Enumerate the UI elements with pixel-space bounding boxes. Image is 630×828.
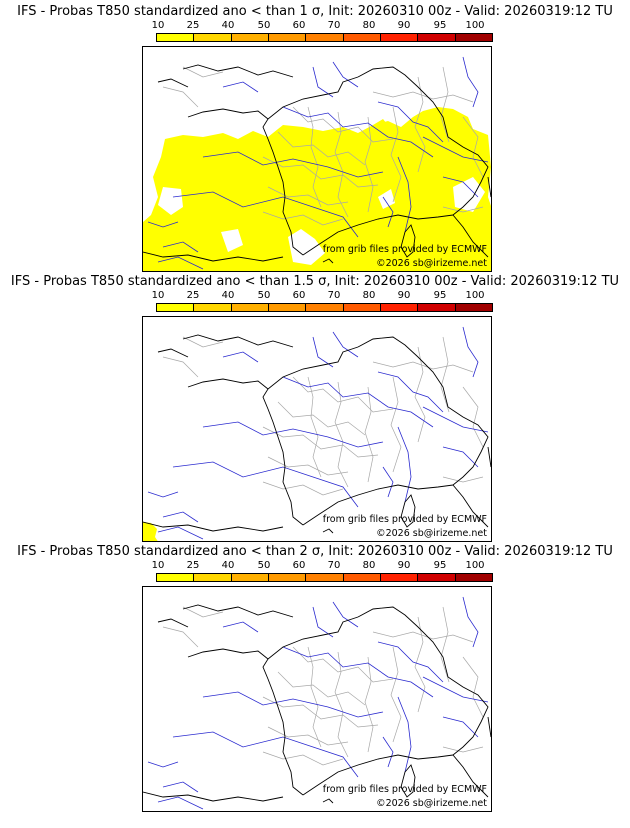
colorbar-segment — [231, 34, 269, 41]
colorbar-segment — [380, 34, 419, 41]
tick-label: 100 — [465, 290, 485, 301]
tick-label: 80 — [362, 290, 376, 301]
colorbar-segment — [268, 34, 307, 41]
tick-label: 25 — [186, 20, 200, 31]
colorbar-segment — [380, 304, 419, 311]
source-credit: from grib files provided by ECMWF — [322, 514, 487, 525]
tick-label: 60 — [292, 20, 306, 31]
colorbar-segment — [418, 304, 456, 311]
probability-area — [373, 119, 398, 141]
tick-label: 40 — [221, 290, 235, 301]
colorbar-segment — [455, 34, 492, 41]
colorbar-ticks: 10 25 40 50 60 70 80 90 95 100 — [0, 20, 630, 32]
colorbar-segment — [343, 574, 381, 581]
tick-label: 10 — [151, 290, 165, 301]
colorbar-segment — [157, 34, 195, 41]
tick-label: 90 — [397, 20, 411, 31]
colorbar-segment — [306, 34, 344, 41]
source-credit: from grib files provided by ECMWF — [322, 784, 487, 795]
colorbar-segment — [380, 574, 419, 581]
tick-label: 90 — [397, 290, 411, 301]
gap-area — [158, 187, 183, 215]
colorbar-segment — [343, 304, 381, 311]
source-credit: from grib files provided by ECMWF — [322, 244, 487, 255]
colorbar-segment — [268, 574, 307, 581]
panel-title: IFS - Probas T850 standardized ano < tha… — [17, 4, 613, 19]
probability-map: from grib files provided by ECMWF ©2026 … — [142, 46, 492, 272]
tick-label: 40 — [221, 560, 235, 571]
probability-map: from grib files provided by ECMWF ©2026 … — [142, 316, 492, 542]
colorbar-ticks: 10 25 40 50 60 70 80 90 95 100 — [0, 290, 630, 302]
tick-label: 50 — [257, 20, 271, 31]
tick-label: 10 — [151, 20, 165, 31]
tick-label: 100 — [465, 20, 485, 31]
probability-colorbar — [156, 303, 493, 312]
tick-label: 95 — [433, 560, 447, 571]
colorbar-segment — [157, 304, 195, 311]
tick-label: 70 — [327, 290, 341, 301]
colorbar-segment — [306, 574, 344, 581]
map-svg — [143, 326, 491, 541]
tick-label: 100 — [465, 560, 485, 571]
colorbar-segment — [231, 304, 269, 311]
copyright-credit: ©2026 sb@irizeme.net — [376, 258, 487, 269]
probability-area — [231, 165, 255, 207]
colorbar-segment — [157, 574, 195, 581]
probability-area — [143, 107, 491, 271]
panel-title: IFS - Probas T850 standardized ano < tha… — [17, 544, 613, 559]
tick-label: 60 — [292, 290, 306, 301]
colorbar-segment — [455, 574, 492, 581]
tick-label: 70 — [327, 20, 341, 31]
colorbar-segment — [455, 304, 492, 311]
probability-map: from grib files provided by ECMWF ©2026 … — [142, 586, 492, 812]
colorbar-segment — [194, 304, 232, 311]
tick-label: 40 — [221, 20, 235, 31]
gap-area — [221, 229, 243, 252]
gap-area — [453, 177, 485, 212]
colorbar-segment — [418, 34, 456, 41]
panel-title: IFS - Probas T850 standardized ano < tha… — [10, 274, 620, 289]
tick-label: 25 — [186, 560, 200, 571]
gap-area — [288, 229, 325, 265]
tick-label: 80 — [362, 20, 376, 31]
forecast-panel-1: IFS - Probas T850 standardized ano < tha… — [0, 0, 630, 272]
tick-label: 95 — [433, 20, 447, 31]
colorbar-segment — [194, 34, 232, 41]
tick-label: 50 — [257, 560, 271, 571]
probability-colorbar — [156, 573, 493, 582]
forecast-panel-2: IFS - Probas T850 standardized ano < tha… — [0, 270, 630, 542]
tick-label: 60 — [292, 560, 306, 571]
tick-label: 10 — [151, 560, 165, 571]
probability-area — [143, 522, 158, 541]
tick-label: 70 — [327, 560, 341, 571]
tick-label: 95 — [433, 290, 447, 301]
colorbar-ticks: 10 25 40 50 60 70 80 90 95 100 — [0, 560, 630, 572]
colorbar-segment — [343, 34, 381, 41]
probability-colorbar — [156, 33, 493, 42]
copyright-credit: ©2026 sb@irizeme.net — [376, 798, 487, 809]
tick-label: 25 — [186, 290, 200, 301]
tick-label: 50 — [257, 290, 271, 301]
gap-area — [378, 189, 395, 209]
tick-label: 80 — [362, 560, 376, 571]
colorbar-segment — [194, 574, 232, 581]
colorbar-segment — [418, 574, 456, 581]
colorbar-segment — [231, 574, 269, 581]
map-svg — [143, 596, 491, 810]
map-svg — [143, 56, 491, 271]
tick-label: 90 — [397, 560, 411, 571]
forecast-panel-3: IFS - Probas T850 standardized ano < tha… — [0, 540, 630, 812]
copyright-credit: ©2026 sb@irizeme.net — [376, 528, 487, 539]
colorbar-segment — [268, 304, 307, 311]
colorbar-segment — [306, 304, 344, 311]
